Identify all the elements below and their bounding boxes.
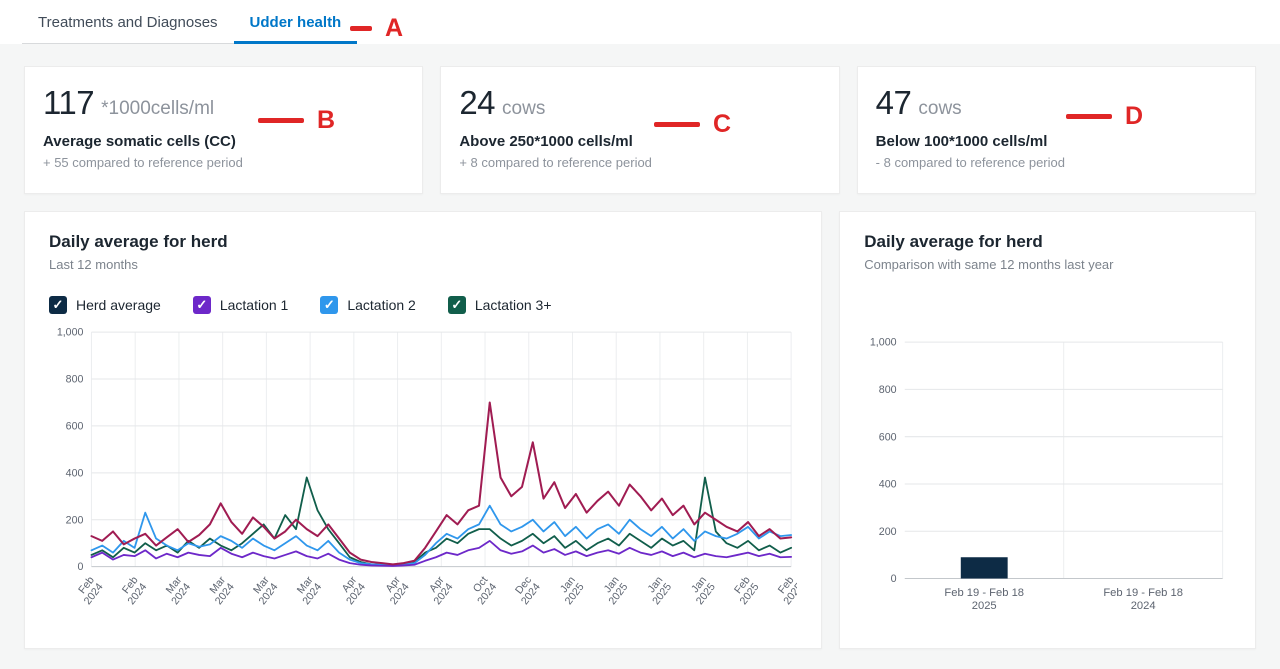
y-axis-label: 600	[66, 420, 84, 432]
x-axis-label: Jan2025	[598, 574, 631, 607]
legend-item-herd-average: ✓ Herd average	[49, 296, 161, 314]
series-line-lactation-1	[90, 539, 793, 567]
annotation-b-letter: B	[317, 106, 336, 134]
x-axis-label: Mar2024	[248, 574, 281, 607]
stat-delta-above-250: + 8 compared to reference period	[459, 155, 652, 170]
series-line-herd-average	[90, 401, 793, 566]
legend-label-lactation-1: Lactation 1	[219, 297, 289, 313]
right-chart-title: Daily average for herd	[864, 232, 1043, 251]
stat-unit-below-100: cows	[918, 98, 962, 119]
comparison-chart-card: Daily average for herd Comparison with s…	[839, 211, 1256, 649]
annotation-a: A	[350, 14, 403, 43]
y-axis-label: 1,000	[870, 337, 897, 349]
annotation-d-letter: D	[1125, 102, 1144, 130]
x-axis-label: Mar2024	[204, 574, 237, 607]
right-chart-subtitle: Comparison with same 12 months last year	[864, 257, 1114, 272]
legend-label-lactation-3-: Lactation 3+	[474, 297, 552, 313]
stat-delta-somatic-cells: + 55 compared to reference period	[43, 155, 243, 170]
series-line-lactation-3-	[90, 476, 793, 567]
tab-udder-health[interactable]: Udder health	[234, 0, 358, 44]
x-axis-label: Oct2024	[466, 574, 499, 607]
x-axis-label: Jan2025	[685, 574, 718, 607]
bar-category-label: Feb 19 - Feb 18 2024	[1104, 587, 1184, 612]
stat-card-above-250: 24 cows Above 250*1000 cells/ml + 8 comp…	[440, 66, 840, 194]
left-chart-title: Daily average for herd	[49, 232, 228, 251]
tab-bar: Treatments and Diagnoses Udder health	[0, 0, 1280, 44]
x-axis-label: Apr2024	[379, 574, 412, 607]
annotation-c-dash	[654, 122, 700, 127]
x-axis-label: Jan2025	[641, 574, 674, 607]
herd-line-chart: Feb2024 Feb2024 Mar2024 Mar2024 Mar2024 Mar20…	[57, 327, 798, 607]
stat-value-somatic-cells: 117	[43, 84, 95, 121]
stat-title-above-250: Above 250*1000 cells/ml	[459, 133, 633, 150]
annotation-c-letter: C	[713, 110, 732, 138]
x-axis-label: Feb2025	[773, 574, 798, 607]
y-axis-label: 0	[891, 573, 897, 585]
stat-title-somatic-cells: Average somatic cells (CC)	[43, 133, 236, 150]
y-axis-label: 1,000	[57, 327, 84, 339]
x-axis-label: Mar2024	[160, 574, 193, 607]
y-axis-label: 800	[66, 374, 84, 386]
stat-card-below-100: 47 cows Below 100*1000 cells/ml - 8 comp…	[856, 66, 1256, 194]
y-axis-label: 400	[66, 467, 84, 479]
stat-delta-below-100: - 8 compared to reference period	[875, 155, 1065, 170]
chart-legend: ✓ Herd average ✓ Lactation 1 ✓ Lactation 2 ✓ La…	[49, 296, 797, 314]
left-chart-subtitle: Last 12 months	[49, 257, 138, 272]
stats-row: 117 *1000cells/ml Average somatic cells …	[24, 66, 1256, 194]
tab-treatments-and-diagnoses[interactable]: Treatments and Diagnoses	[22, 0, 234, 44]
x-axis-label: Apr2024	[423, 574, 456, 607]
stat-unit-above-250: cows	[502, 98, 546, 119]
legend-label-herd-average: Herd average	[76, 297, 161, 313]
series-line-lactation-2	[90, 504, 793, 567]
x-axis-label: Feb2025	[729, 574, 762, 607]
annotation-c: C	[654, 110, 731, 139]
x-axis-label: Mar2024	[292, 574, 325, 607]
y-axis-label: 800	[879, 384, 897, 396]
comparison-bar-2025	[961, 557, 1008, 579]
x-axis-label: Jan2025	[554, 574, 587, 607]
y-axis-label: 200	[66, 514, 84, 526]
x-axis-label: Feb2024	[117, 574, 150, 607]
legend-checkbox-herd-average[interactable]: ✓	[49, 296, 67, 314]
charts-row: Daily average for herd Last 12 months ✓ H…	[24, 211, 1256, 649]
stat-value-above-250: 24	[459, 84, 496, 121]
bar-category-label: Feb 19 - Feb 18 2025	[945, 587, 1025, 612]
legend-checkbox-lactation-1[interactable]: ✓	[192, 296, 211, 314]
y-axis-label: 400	[879, 479, 897, 491]
legend-checkbox-lactation-2[interactable]: ✓	[320, 296, 339, 314]
x-axis-label: Dec2024	[510, 574, 543, 607]
legend-label-lactation-2: Lactation 2	[347, 297, 416, 313]
stat-unit-somatic-cells: *1000cells/ml	[101, 98, 215, 119]
annotation-a-letter: A	[385, 14, 404, 42]
legend-checkbox-lactation-3-[interactable]: ✓	[447, 296, 466, 314]
main-content: 117 *1000cells/ml Average somatic cells …	[0, 44, 1280, 649]
annotation-d: D	[1066, 102, 1143, 131]
annotation-d-dash	[1066, 114, 1112, 119]
legend-item-lactation-2: ✓ Lactation 2	[320, 296, 416, 314]
stat-title-below-100: Below 100*1000 cells/ml	[875, 133, 1048, 150]
annotation-b-dash	[258, 118, 304, 123]
y-axis-label: 0	[77, 561, 83, 573]
y-axis-label: 200	[879, 526, 897, 538]
x-axis-label: Apr2024	[335, 574, 368, 607]
stat-card-average-somatic-cells: 117 *1000cells/ml Average somatic cells …	[24, 66, 424, 194]
legend-item-lactation-1: ✓ Lactation 1	[192, 296, 289, 314]
annotation-b: B	[258, 106, 335, 135]
x-axis-label: Feb2024	[73, 574, 106, 607]
comparison-bar-chart: 0 200 400 600 800 1,000 Feb 19 - Feb 18 2025 Feb…	[870, 337, 1224, 612]
annotation-a-dash	[350, 26, 372, 31]
legend-item-lactation-3-: ✓ Lactation 3+	[447, 296, 552, 314]
daily-average-chart-card: Daily average for herd Last 12 months ✓ H…	[24, 211, 823, 649]
stat-value-below-100: 47	[875, 84, 912, 121]
y-axis-label: 600	[879, 431, 897, 443]
